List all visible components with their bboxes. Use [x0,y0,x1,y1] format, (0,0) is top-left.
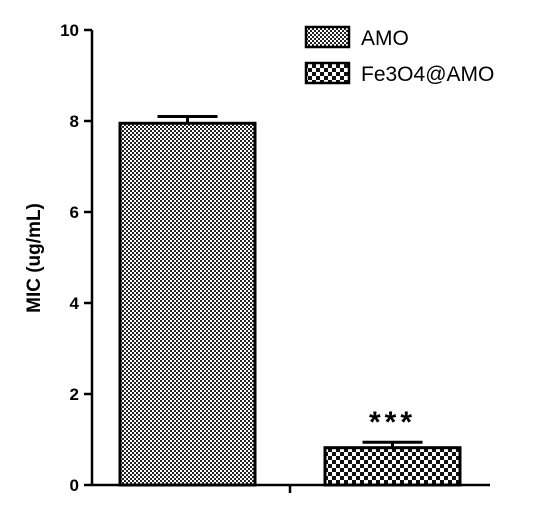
bars: *** [118,114,462,487]
y-axis-title: MIC (ug/mL) [24,203,45,313]
y-tick-label: 6 [70,203,79,222]
legend-label: Fe3O4@AMO [361,63,494,86]
y-tick-label: 2 [70,385,79,404]
bar-amo [118,121,257,487]
bar-fe3o4-amo [323,446,462,487]
y-tick-label: 0 [70,476,79,495]
significance-label: *** [369,406,416,439]
legend: AMO Fe3O4@AMO [304,25,494,86]
legend-swatch [304,61,351,85]
y-tick-label: 8 [70,112,79,131]
y-axis: 0 2 4 6 8 10 [60,21,94,495]
y-tick-label: 4 [70,294,80,313]
legend-swatch [304,25,351,49]
legend-label: AMO [361,27,409,50]
y-tick-label: 10 [60,21,79,40]
